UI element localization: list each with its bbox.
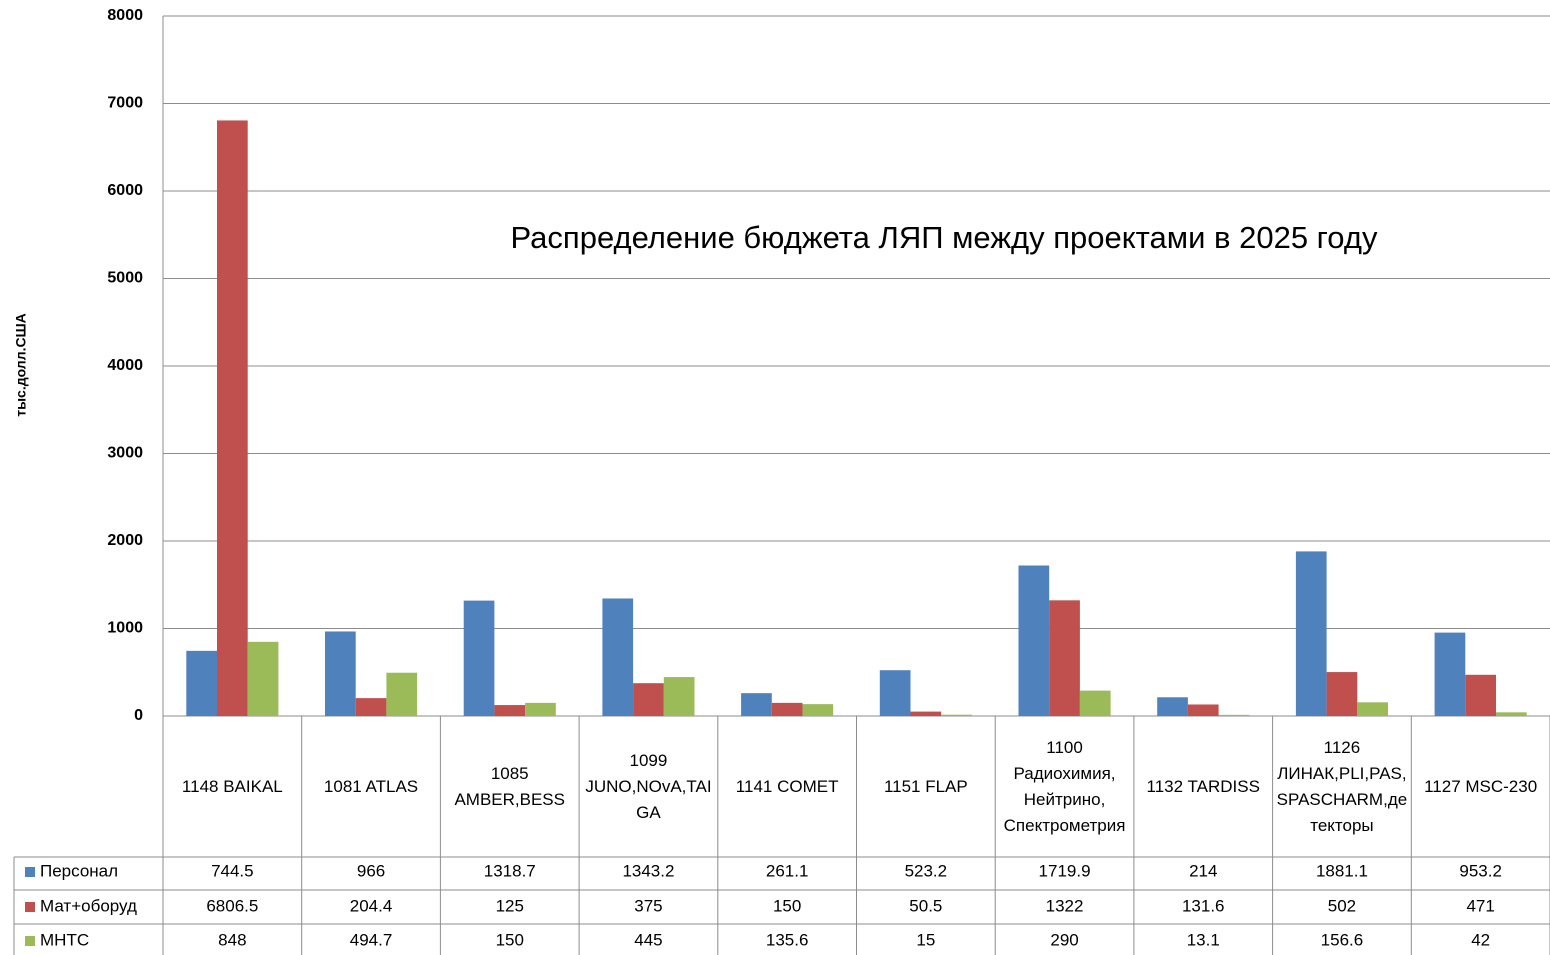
table-value: 261.1 xyxy=(766,861,809,880)
table-value: 445 xyxy=(634,930,662,949)
legend-label: МНТС xyxy=(40,930,89,949)
legend-label: Мат+оборуд xyxy=(40,896,137,915)
x-tick-label: 1127 MSC-230 xyxy=(1424,776,1538,796)
bar xyxy=(1496,712,1527,716)
bar xyxy=(1326,672,1358,716)
table-value: 214 xyxy=(1189,861,1217,880)
x-tick-label: 1099 JUNO,NOvA,TAIGA xyxy=(585,750,712,822)
table-value: 131.6 xyxy=(1182,896,1225,915)
bar xyxy=(1157,697,1188,716)
x-tick-label: 1151 FLAP xyxy=(883,776,968,796)
y-tick-label: 1000 xyxy=(107,620,143,637)
table-value: 13.1 xyxy=(1187,930,1220,949)
table-value: 135.6 xyxy=(766,930,809,949)
table-value: 523.2 xyxy=(905,861,948,880)
table-value: 1318.7 xyxy=(484,861,536,880)
bar xyxy=(1357,702,1388,716)
table-value: 42 xyxy=(1471,930,1490,949)
bar xyxy=(771,702,803,716)
table-value: 471 xyxy=(1466,896,1494,915)
x-tick-label: 1126 ЛИНАК,PLI,PAS,SPASCHARM,детекторы xyxy=(1276,737,1408,835)
bar xyxy=(879,670,911,716)
bar xyxy=(217,120,248,716)
table-value: 204.4 xyxy=(350,896,393,915)
y-tick-label: 0 xyxy=(134,707,143,724)
bar xyxy=(1434,632,1466,716)
legend-label: Персонал xyxy=(40,861,118,880)
legend-key xyxy=(25,867,35,877)
bar xyxy=(355,698,387,716)
y-tick-label: 4000 xyxy=(107,357,143,374)
y-tick-label: 3000 xyxy=(107,445,143,462)
table-value: 953.2 xyxy=(1459,861,1502,880)
x-tick-label: 1085 AMBER,BESS xyxy=(454,763,565,809)
bar xyxy=(910,711,942,716)
bar xyxy=(1218,714,1250,716)
bar xyxy=(386,672,418,716)
table-value: 502 xyxy=(1328,896,1356,915)
table-value: 6806.5 xyxy=(206,896,258,915)
legend-key xyxy=(25,902,35,912)
bar xyxy=(802,704,834,716)
bar xyxy=(247,641,279,716)
x-tick-label: 1081 ATLAS xyxy=(323,776,419,796)
bar xyxy=(325,631,356,716)
legend-key xyxy=(25,936,35,946)
table-value: 1343.2 xyxy=(622,861,674,880)
x-tick-label: 1141 COMET xyxy=(735,776,839,796)
table-value: 150 xyxy=(496,930,524,949)
x-tick-label: 1100 Радиохимия, Нейтрино, Спектрометрия xyxy=(1003,737,1126,835)
bar xyxy=(1187,704,1219,716)
bar xyxy=(186,650,217,716)
table-value: 156.6 xyxy=(1321,930,1364,949)
table-value: 494.7 xyxy=(350,930,393,949)
table-value: 15 xyxy=(916,930,935,949)
table-value: 375 xyxy=(634,896,662,915)
bar xyxy=(463,600,495,716)
table-value: 848 xyxy=(218,930,246,949)
bar xyxy=(602,598,634,716)
x-tick-label: 1148 BAIKAL xyxy=(181,776,283,796)
y-tick-label: 7000 xyxy=(107,95,143,112)
y-tick-label: 2000 xyxy=(107,532,143,549)
y-axis-label: тыс.долл.США xyxy=(13,313,29,417)
table-value: 290 xyxy=(1050,930,1078,949)
bar xyxy=(525,702,556,716)
bar xyxy=(663,677,695,716)
table-value: 1719.9 xyxy=(1039,861,1091,880)
bar xyxy=(1079,690,1111,716)
bar xyxy=(941,714,972,716)
table-value: 150 xyxy=(773,896,801,915)
chart-title: Распределение бюджета ЛЯП между проектам… xyxy=(511,220,1378,255)
bar xyxy=(1049,600,1080,716)
table-value: 744.5 xyxy=(211,861,254,880)
table-value: 1322 xyxy=(1046,896,1084,915)
bar xyxy=(1465,674,1496,716)
x-tick-label: 1132 TARDISS xyxy=(1146,776,1260,796)
bar xyxy=(494,705,526,716)
bar xyxy=(1018,565,1050,716)
y-tick-label: 8000 xyxy=(107,7,143,24)
table-value: 125 xyxy=(496,896,524,915)
table-value: 1881.1 xyxy=(1316,861,1368,880)
table-value: 966 xyxy=(357,861,385,880)
bar xyxy=(633,683,664,716)
bar xyxy=(1295,551,1327,716)
y-tick-label: 5000 xyxy=(107,270,143,287)
table-value: 50.5 xyxy=(909,896,942,915)
y-tick-label: 6000 xyxy=(107,182,143,199)
bar xyxy=(741,693,772,716)
